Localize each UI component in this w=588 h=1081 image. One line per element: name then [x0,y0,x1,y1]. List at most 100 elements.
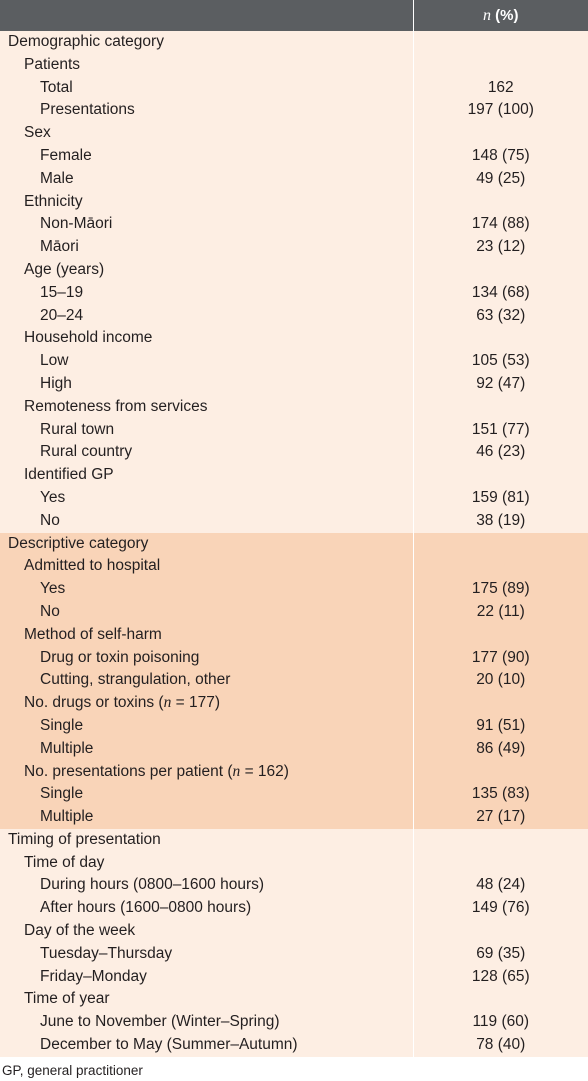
table-row: No 38 (19) [0,509,588,533]
section-2: Timing of presentation Time of day During … [0,828,588,1057]
row-label-text: Sex [24,124,51,142]
row-label: Friday–Monday [0,965,414,989]
row-label: Single [0,714,414,738]
row-value [413,829,588,852]
row-label-text: After hours (1600–0800 hours) [40,899,252,917]
row-value [413,54,588,77]
row-value: 119 (60) [472,1013,530,1031]
group-header-row: Patients [0,53,588,77]
table-row: Single 91 (51) [0,714,588,738]
row-label: During hours (0800–1600 hours) [0,874,414,898]
group-header-row: Household income [0,327,588,351]
row-value: 159 (81) [471,488,530,506]
header-n: n [483,6,491,24]
row-label: Drug or toxin poisoning [0,646,414,670]
table-row: Rural town 151 (77) [0,418,588,442]
row-label: Identified GP [0,464,414,487]
row-value: 105 (53) [471,352,530,370]
row-label: Female [0,144,414,168]
row-label: Household income [0,327,414,351]
row-label-text: Demographic category [8,33,164,50]
table-row: 20–24 63 (32) [0,304,588,328]
row-label-text: Age (years) [24,260,105,278]
table-footnote: GP, general practitioner [2,1062,143,1078]
row-label: Non-Māori [0,213,414,237]
row-label: Cutting, strangulation, other [0,669,414,693]
row-label-text: December to May (Summer–Autumn) [40,1036,298,1054]
row-value: 38 (19) [476,511,526,529]
table-row: Multiple 27 (17) [0,806,588,829]
row-label-text: Multiple [40,808,94,826]
row-label-text: Rural town [40,420,115,438]
table-row: 15–19 134 (68) [0,281,588,305]
row-label-text: Rural country [40,443,133,461]
row-label-text: Household income [24,329,153,347]
table-row: Cutting, strangulation, other 20 (10) [0,669,588,693]
row-label: June to November (Winter–Spring) [0,1011,414,1035]
row-label: 20–24 [0,304,414,328]
row-label: Rural town [0,418,414,442]
row-label-text: Total [40,78,73,96]
row-label-italic-n: n [232,762,241,780]
row-label-text: Identified GP [24,466,114,484]
row-label-text: Single [40,716,84,734]
row-label: Demographic category [0,31,414,54]
section-1: Descriptive category Admitted to hospital… [0,532,588,829]
row-value [413,852,588,875]
row-label-text: No [40,511,60,529]
row-label-text: Single [40,785,84,803]
row-label: Total [0,76,414,100]
row-label: Method of self-harm [0,623,414,647]
row-value: 162 [487,78,514,96]
row-label-text: Method of self-harm [24,625,162,643]
row-label: Male [0,167,414,191]
row-label-tail: = 162) [240,762,289,780]
table-row: After hours (1600–0800 hours) 149 (76) [0,897,588,921]
row-value [413,555,588,578]
row-value: 175 (89) [471,580,530,598]
group-header-row: Age (years) [0,258,588,282]
row-value: 148 (75) [471,146,530,164]
table-row: Presentations 197 (100) [0,99,588,123]
group-header-row: Time of year [0,988,588,1012]
section-header-row: Demographic category [0,31,588,54]
row-label: Māori [0,236,414,259]
row-label: Remoteness from services [0,395,414,419]
row-label-text: 20–24 [40,306,84,324]
row-value [413,259,588,282]
row-value: 78 (40) [476,1036,526,1054]
row-label-italic-n: n [163,694,172,712]
table-row: Māori 23 (12) [0,236,588,259]
row-label-text: Drug or toxin poisoning [40,648,200,666]
table-row: During hours (0800–1600 hours) 48 (24) [0,874,588,898]
row-label: Low [0,350,414,373]
group-header-row: Admitted to hospital [0,555,588,579]
row-label: Yes [0,578,414,601]
row-label-text: During hours (0800–1600 hours) [40,876,265,894]
row-value: 128 (65) [471,967,530,985]
row-value: 69 (35) [476,944,526,962]
row-value: 151 (77) [471,420,530,438]
table-header-row: n (%) [0,0,588,31]
row-value [413,692,588,715]
row-label: Presentations [0,99,414,123]
row-label-tail: = 177) [171,694,220,712]
row-label-text: Māori [40,238,79,256]
row-label: Sex [0,122,414,145]
table-row: June to November (Winter–Spring) 119 (60) [0,1011,588,1035]
row-value: 20 (10) [476,671,526,689]
row-label: Timing of presentation [0,828,414,852]
row-label-text: Time of year [24,990,110,1008]
row-value [413,396,588,419]
section-0: Demographic category Patients Total 162 Pres… [0,31,588,533]
row-label-text: Ethnicity [24,192,83,210]
row-label-text: Multiple [40,739,94,757]
header-label-cell [0,0,414,31]
row-label: Rural country [0,441,414,465]
table-row: Yes 175 (89) [0,578,588,601]
row-label-text: High [40,374,72,392]
row-label: December to May (Summer–Autumn) [0,1034,414,1057]
table-row: Non-Māori 174 (88) [0,213,588,237]
table-row: Friday–Monday 128 (65) [0,965,588,989]
row-value [413,920,588,943]
